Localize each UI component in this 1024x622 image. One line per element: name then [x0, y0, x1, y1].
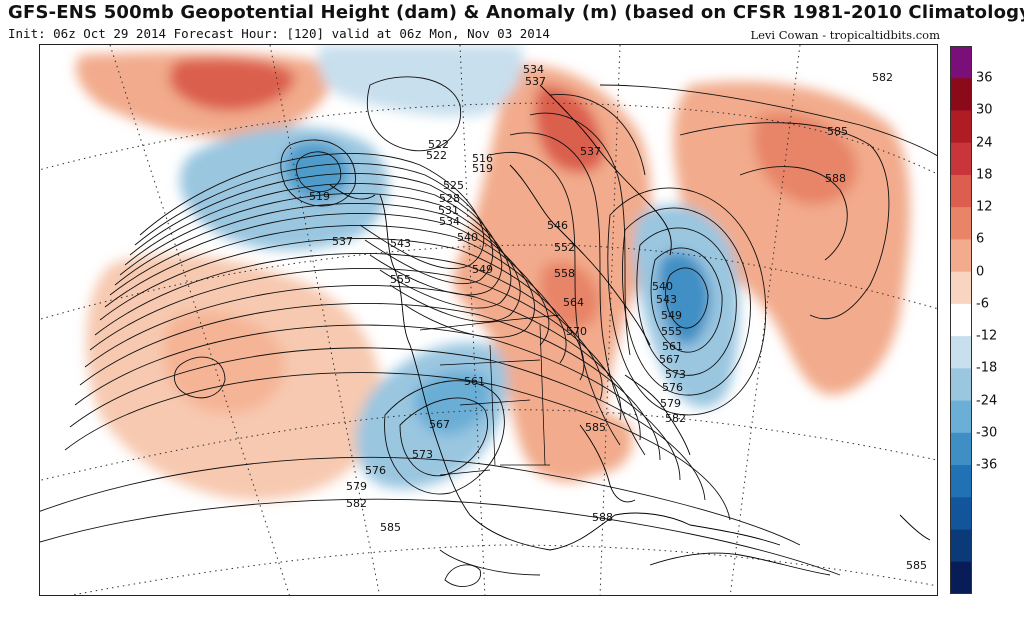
- positive-anomaly-pacific-inner: [163, 311, 286, 414]
- colorbar-tick-label: 0: [976, 264, 985, 280]
- colorbar-frame: [950, 46, 972, 594]
- contour-label: 519: [472, 162, 493, 175]
- contour-label: 573: [665, 368, 686, 381]
- positive-anomaly-central-core: [534, 85, 605, 173]
- colorbar-tick-label: -36: [976, 457, 998, 473]
- contour-label: 570: [566, 325, 587, 338]
- contour-label: 585: [827, 125, 848, 138]
- contour-label: 585: [585, 421, 606, 434]
- colorbar-tick-label: 36: [976, 70, 993, 86]
- contour-label: 579: [346, 480, 367, 493]
- contour-label: 522: [428, 138, 449, 151]
- colorbar-swatch: [950, 78, 972, 111]
- contour-label: 555: [661, 325, 682, 338]
- contour-label: 525: [443, 179, 464, 192]
- colorbar-swatch: [950, 303, 972, 337]
- colorbar-swatch: [950, 432, 972, 466]
- contour-label: 558: [554, 267, 575, 280]
- contour-label: 579: [660, 397, 681, 410]
- contour-label: 582: [872, 71, 893, 84]
- positive-anomaly-south: [516, 401, 633, 475]
- colorbar-tick-label: -24: [976, 393, 998, 409]
- colorbar-swatch: [950, 465, 972, 498]
- contour-label: 540: [652, 280, 673, 293]
- colorbar-tick-label: -18: [976, 360, 998, 376]
- colorbar-swatch: [950, 239, 972, 273]
- colorbar-swatch: [950, 142, 972, 176]
- colorbar-swatch: [950, 368, 972, 402]
- contour-label: 549: [661, 309, 682, 322]
- contour-label: 531: [438, 204, 459, 217]
- colorbar-swatch: [950, 46, 972, 79]
- colorbar-tick-label: 30: [976, 102, 993, 118]
- anomaly-shading: [76, 45, 910, 501]
- contour-label: 561: [662, 340, 683, 353]
- contour-label: 567: [429, 418, 450, 431]
- contour-label: 516: [472, 152, 493, 165]
- contour-label: 573: [412, 448, 433, 461]
- weather-map: 534 537 582 585 588 522 522 516 519 519 525 528 531 5…: [39, 44, 938, 596]
- forecast-init-valid-time: Init: 06z Oct 29 2014 Forecast Hour: [12…: [8, 26, 550, 41]
- colorbar-tick-label: 24: [976, 135, 993, 151]
- contour-label: 588: [825, 172, 846, 185]
- colorbar-tick-label: -30: [976, 425, 998, 441]
- contour-label: 528: [439, 192, 460, 205]
- colorbar-tick-label: 6: [976, 231, 985, 247]
- contour-label: 552: [554, 241, 575, 254]
- negative-anomaly-north: [318, 45, 523, 117]
- contour-label: 519: [309, 190, 330, 203]
- author-credit: Levi Cowan - tropicaltidbits.com: [750, 28, 940, 42]
- contour-label: 534: [523, 63, 544, 76]
- colorbar-tick-label: -12: [976, 328, 998, 344]
- colorbar-swatch: [950, 271, 972, 305]
- negative-anomaly-east-core: [657, 251, 711, 345]
- negative-anomaly-southwest-inner: [414, 370, 491, 435]
- contour-label: 549: [472, 263, 493, 276]
- map-title: GFS-ENS 500mb Geopotential Height (dam) …: [8, 2, 1024, 23]
- contour-label: 585: [906, 559, 927, 572]
- contour-label: 537: [332, 235, 353, 248]
- contour-label: 561: [464, 375, 485, 388]
- contour-label: 588: [592, 511, 613, 524]
- contour-label: 534: [439, 215, 460, 228]
- colorbar-swatch: [950, 497, 972, 531]
- contour-label: 585: [380, 521, 401, 534]
- contour-label: 555: [390, 273, 411, 286]
- height-contours: [40, 76, 937, 587]
- contour-label: 576: [365, 464, 386, 477]
- political-borders: [419, 314, 561, 476]
- colorbar-swatch: [950, 529, 972, 563]
- contour-label: 576: [662, 381, 683, 394]
- contour-label: 543: [390, 237, 411, 250]
- contour-label: 582: [665, 412, 686, 425]
- colorbar-swatch: [950, 174, 972, 208]
- colorbar-swatch: [950, 400, 972, 434]
- colorbar-swatch: [950, 561, 972, 594]
- colorbar-tick-label: 18: [976, 167, 993, 183]
- positive-anomaly-northwest-core: [169, 58, 295, 111]
- contour-label: 537: [580, 145, 601, 158]
- contour-label: 543: [656, 293, 677, 306]
- colorbar-tick-labels: 36 30 24 18 12 6 0 -6 -12 -18 -24 -30 -36: [974, 46, 1022, 594]
- colorbar-swatch: [950, 336, 972, 369]
- coastlines: [329, 84, 931, 576]
- contour-label: 564: [563, 296, 584, 309]
- colorbar-tick-label: -6: [976, 296, 989, 312]
- colorbar-swatch: [950, 110, 972, 144]
- contour-label: 546: [547, 219, 568, 232]
- contour-label: 582: [346, 497, 367, 510]
- contour-label: 567: [659, 353, 680, 366]
- anomaly-colorbar: [950, 46, 972, 594]
- contour-label: 522: [426, 149, 447, 162]
- contour-label: 537: [525, 75, 546, 88]
- negative-anomaly-gulf-alaska-core: [283, 141, 350, 202]
- colorbar-tick-label: 12: [976, 199, 993, 215]
- contour-label: 540: [457, 231, 478, 244]
- colorbar-swatch: [950, 207, 972, 240]
